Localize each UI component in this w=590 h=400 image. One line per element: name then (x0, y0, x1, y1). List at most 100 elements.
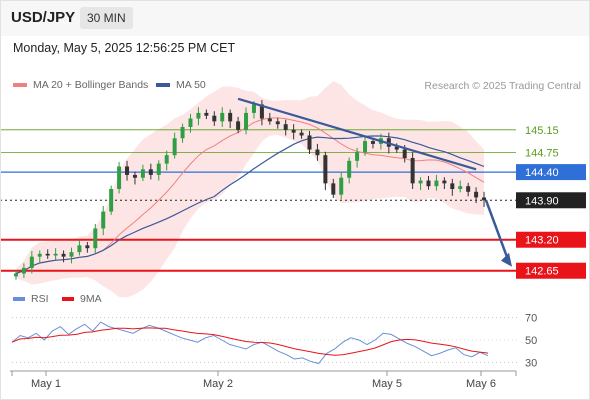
bollinger-swatch (13, 83, 27, 87)
timeframe-button[interactable]: 30 MIN (80, 7, 133, 29)
datetime-label: Monday, May 5, 2025 12:56:25 PM CET (13, 41, 236, 55)
symbol-title: USD/JPY (11, 9, 76, 26)
legend-rsi: RSI (13, 293, 49, 305)
candle-body (370, 141, 375, 144)
legend-rsi-label: RSI (31, 293, 49, 305)
candle-body (474, 191, 479, 198)
candle-body (410, 158, 415, 184)
candle-body (363, 141, 368, 153)
rsi-swatch (13, 297, 25, 301)
candle-body (101, 211, 106, 229)
candle-body (307, 135, 312, 150)
candle-body (236, 121, 241, 130)
rsi-tick-label: 50 (525, 335, 537, 347)
candle-body (394, 146, 399, 150)
legend-ma50: MA 50 (156, 79, 206, 91)
header-bar: USD/JPY 30 MIN (0, 0, 590, 36)
candle-body (347, 160, 352, 178)
candle-body (140, 169, 145, 178)
candle-body (45, 253, 50, 256)
candle-body (259, 104, 264, 119)
candle-body (220, 112, 225, 122)
candle-body (442, 180, 447, 184)
candle-body (109, 189, 114, 212)
candle-body (482, 197, 487, 201)
pivot-label-box (516, 164, 586, 181)
candle-body (355, 152, 360, 161)
candle-body (188, 118, 193, 127)
support-1-label: 143.20 (525, 235, 559, 247)
support-2-label: 142.65 (525, 266, 559, 278)
candle-body (450, 183, 455, 189)
candle-body (69, 252, 74, 257)
candle-body (339, 177, 344, 195)
legend-9ma: 9MA (62, 293, 102, 305)
candle-body (61, 253, 66, 257)
candle-body (244, 112, 249, 130)
candle-body (402, 149, 407, 158)
candle-body (164, 155, 169, 164)
x-tick-label: May 5 (372, 378, 402, 390)
price-level-layer (0, 129, 516, 272)
candle-body (148, 169, 153, 175)
forecast-arrow-head (501, 252, 512, 267)
candle-body (426, 180, 431, 187)
trendline-layer (237, 97, 512, 267)
x-tick-label: May 2 (203, 378, 233, 390)
resistance-1-label: 145.15 (525, 125, 559, 137)
ma50-swatch (156, 83, 170, 87)
rsi-layer: 70 50 30 (11, 313, 537, 369)
candle-body (85, 245, 90, 249)
candle-body (267, 118, 272, 122)
candle-body (434, 180, 439, 187)
candle-body (156, 163, 161, 175)
candle-body (251, 104, 256, 113)
candle-body (37, 253, 42, 257)
candle-body (132, 174, 137, 178)
legend-bollinger-label: MA 20 + Bollinger Bands (33, 79, 149, 91)
legend-bollinger: MA 20 + Bollinger Bands (13, 79, 148, 91)
candle-body (53, 253, 58, 256)
x-tick-label: May 1 (31, 378, 61, 390)
candle-body (275, 121, 280, 125)
candle-body (93, 228, 98, 249)
resistance-2-label: 144.75 (525, 147, 559, 159)
candle-body (418, 180, 423, 184)
candle-body (196, 112, 201, 119)
candlestick-layer (13, 99, 487, 280)
rsi-line (11, 321, 489, 365)
x-axis: May 1 May 2 May 5 May 6 (10, 370, 517, 390)
candle-body (172, 138, 177, 156)
price-label-layer: 145.15 144.75 144.40 143.90 143.20 142.65 (516, 125, 586, 279)
candle-body (117, 166, 122, 189)
copyright-text: Research © 2025 Trading Central (424, 80, 581, 92)
last-price-label: 143.90 (525, 195, 559, 207)
candle-body (466, 186, 471, 192)
forecast-arrow-shaft (484, 199, 510, 261)
candle-body (283, 124, 288, 130)
candle-body (13, 273, 18, 277)
candle-body (299, 132, 304, 136)
candle-body (212, 115, 217, 122)
candle-body (291, 129, 296, 133)
bollinger-band-layer (16, 81, 484, 298)
candle-body (204, 112, 209, 116)
candle-body (180, 127, 185, 139)
x-tick-label: May 6 (466, 378, 496, 390)
support-2-label-box (516, 262, 586, 279)
candle-body (228, 112, 233, 122)
ma50-line (15, 135, 485, 275)
pivot-label: 144.40 (525, 167, 559, 179)
candle-body (331, 183, 336, 195)
candle-body (77, 245, 82, 253)
candle-body (323, 155, 328, 184)
support-1-label-box (516, 231, 586, 248)
legend-ma50-label: MA 50 (176, 79, 206, 91)
moving-average-layer (15, 117, 485, 275)
trendline (237, 97, 477, 171)
candle-body (29, 256, 34, 268)
ma9-swatch (62, 297, 74, 301)
rsi-tick-label: 70 (525, 313, 537, 325)
bollinger-band (16, 81, 484, 298)
